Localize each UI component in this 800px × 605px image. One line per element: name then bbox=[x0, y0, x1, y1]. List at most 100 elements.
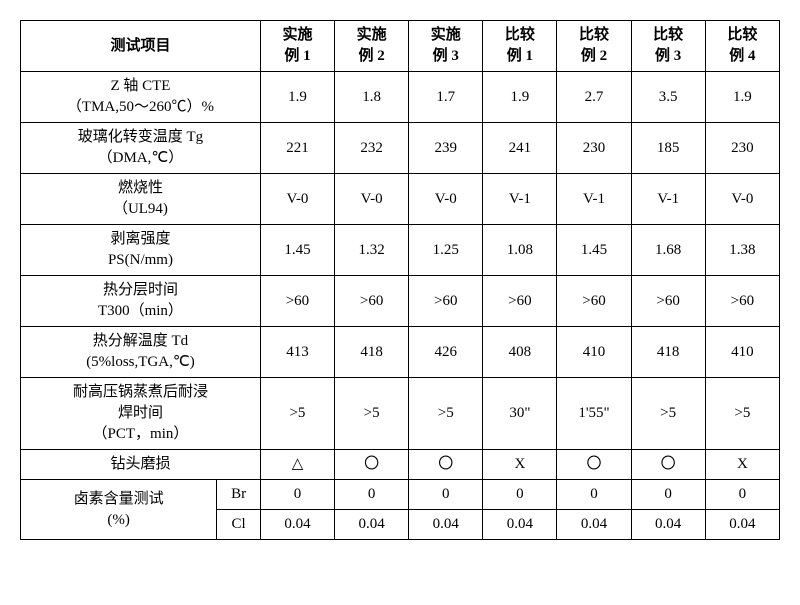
cell: 185 bbox=[631, 123, 705, 174]
row-tg-label: 玻璃化转变温度 Tg（DMA,℃） bbox=[21, 123, 261, 174]
cell: 1.45 bbox=[260, 225, 334, 276]
cell: >60 bbox=[260, 276, 334, 327]
cell: 1.45 bbox=[557, 225, 631, 276]
cell: 0.04 bbox=[705, 510, 779, 540]
cell: 1.7 bbox=[409, 72, 483, 123]
cell: >60 bbox=[705, 276, 779, 327]
cell: 0 bbox=[335, 480, 409, 510]
cell: 221 bbox=[260, 123, 334, 174]
cell: V-0 bbox=[335, 174, 409, 225]
header-col-2: 实施例 2 bbox=[335, 21, 409, 72]
cell: >60 bbox=[557, 276, 631, 327]
cell: 0 bbox=[483, 480, 557, 510]
cell: 1.9 bbox=[260, 72, 334, 123]
cell: >5 bbox=[335, 378, 409, 450]
cell: >60 bbox=[483, 276, 557, 327]
cell: >5 bbox=[409, 378, 483, 450]
row-peel: 剥离强度PS(N/mm) 1.45 1.32 1.25 1.08 1.45 1.… bbox=[21, 225, 780, 276]
cell: >60 bbox=[409, 276, 483, 327]
cell: 0.04 bbox=[557, 510, 631, 540]
cell: 0.04 bbox=[409, 510, 483, 540]
cell: V-1 bbox=[631, 174, 705, 225]
cell: >60 bbox=[631, 276, 705, 327]
cell: 〇 bbox=[409, 450, 483, 480]
cell: 〇 bbox=[335, 450, 409, 480]
cell: X bbox=[705, 450, 779, 480]
cell: 418 bbox=[335, 327, 409, 378]
cell: V-1 bbox=[483, 174, 557, 225]
cell: >5 bbox=[260, 378, 334, 450]
cell: 410 bbox=[705, 327, 779, 378]
header-col-1: 实施例 1 bbox=[260, 21, 334, 72]
cell: 410 bbox=[557, 327, 631, 378]
header-test-item: 测试项目 bbox=[21, 21, 261, 72]
cell: >5 bbox=[631, 378, 705, 450]
data-table-container: 测试项目 实施例 1 实施例 2 实施例 3 比较例 1 比较例 2 比较例 3… bbox=[20, 20, 780, 540]
row-halogen-cl-sub: Cl bbox=[217, 510, 261, 540]
row-pct: 耐高压锅蒸煮后耐浸焊时间（PCT，min） >5 >5 >5 30" 1'55"… bbox=[21, 378, 780, 450]
cell: 241 bbox=[483, 123, 557, 174]
cell: 413 bbox=[260, 327, 334, 378]
row-td-label: 热分解温度 Td(5%loss,TGA,℃) bbox=[21, 327, 261, 378]
row-halogen-br-sub: Br bbox=[217, 480, 261, 510]
cell: V-0 bbox=[705, 174, 779, 225]
cell: 〇 bbox=[631, 450, 705, 480]
cell: V-0 bbox=[409, 174, 483, 225]
row-drill-label: 钻头磨损 bbox=[21, 450, 261, 480]
cell: 0 bbox=[631, 480, 705, 510]
cell: 0 bbox=[705, 480, 779, 510]
cell: 1.8 bbox=[335, 72, 409, 123]
cell: 30" bbox=[483, 378, 557, 450]
cell: 0 bbox=[409, 480, 483, 510]
cell: 0.04 bbox=[260, 510, 334, 540]
row-pct-label: 耐高压锅蒸煮后耐浸焊时间（PCT，min） bbox=[21, 378, 261, 450]
cell: 1.68 bbox=[631, 225, 705, 276]
header-col-5: 比较例 2 bbox=[557, 21, 631, 72]
header-col-4: 比较例 1 bbox=[483, 21, 557, 72]
row-td: 热分解温度 Td(5%loss,TGA,℃) 413 418 426 408 4… bbox=[21, 327, 780, 378]
cell: 0.04 bbox=[631, 510, 705, 540]
cell: 408 bbox=[483, 327, 557, 378]
cell: △ bbox=[260, 450, 334, 480]
cell: 1.32 bbox=[335, 225, 409, 276]
cell: V-1 bbox=[557, 174, 631, 225]
cell: 0.04 bbox=[335, 510, 409, 540]
row-cte: Z 轴 CTE（TMA,50～260℃）% 1.9 1.8 1.7 1.9 2.… bbox=[21, 72, 780, 123]
cell: V-0 bbox=[260, 174, 334, 225]
row-peel-label: 剥离强度PS(N/mm) bbox=[21, 225, 261, 276]
cell: 1.25 bbox=[409, 225, 483, 276]
cell: 230 bbox=[557, 123, 631, 174]
cell: 2.7 bbox=[557, 72, 631, 123]
cell: >60 bbox=[335, 276, 409, 327]
cell: 〇 bbox=[557, 450, 631, 480]
cell: 239 bbox=[409, 123, 483, 174]
data-table: 测试项目 实施例 1 实施例 2 实施例 3 比较例 1 比较例 2 比较例 3… bbox=[20, 20, 780, 540]
cell: 0.04 bbox=[483, 510, 557, 540]
cell: 3.5 bbox=[631, 72, 705, 123]
row-t300: 热分层时间T300（min） >60 >60 >60 >60 >60 >60 >… bbox=[21, 276, 780, 327]
cell: 1.9 bbox=[483, 72, 557, 123]
cell: 230 bbox=[705, 123, 779, 174]
row-halogen-label: 卤素含量测试(%) bbox=[21, 480, 217, 540]
cell: 232 bbox=[335, 123, 409, 174]
row-tg: 玻璃化转变温度 Tg（DMA,℃） 221 232 239 241 230 18… bbox=[21, 123, 780, 174]
cell: 1.9 bbox=[705, 72, 779, 123]
cell: 0 bbox=[557, 480, 631, 510]
cell: 1'55" bbox=[557, 378, 631, 450]
row-t300-label: 热分层时间T300（min） bbox=[21, 276, 261, 327]
cell: >5 bbox=[705, 378, 779, 450]
header-col-3: 实施例 3 bbox=[409, 21, 483, 72]
header-row: 测试项目 实施例 1 实施例 2 实施例 3 比较例 1 比较例 2 比较例 3… bbox=[21, 21, 780, 72]
row-flame: 燃烧性（UL94) V-0 V-0 V-0 V-1 V-1 V-1 V-0 bbox=[21, 174, 780, 225]
row-halogen-br: 卤素含量测试(%) Br 0 0 0 0 0 0 0 bbox=[21, 480, 780, 510]
cell: 418 bbox=[631, 327, 705, 378]
cell: 1.38 bbox=[705, 225, 779, 276]
cell: 1.08 bbox=[483, 225, 557, 276]
row-drill: 钻头磨损 △ 〇 〇 X 〇 〇 X bbox=[21, 450, 780, 480]
header-col-6: 比较例 3 bbox=[631, 21, 705, 72]
header-col-7: 比较例 4 bbox=[705, 21, 779, 72]
row-flame-label: 燃烧性（UL94) bbox=[21, 174, 261, 225]
row-cte-label: Z 轴 CTE（TMA,50～260℃）% bbox=[21, 72, 261, 123]
cell: 0 bbox=[260, 480, 334, 510]
cell: X bbox=[483, 450, 557, 480]
